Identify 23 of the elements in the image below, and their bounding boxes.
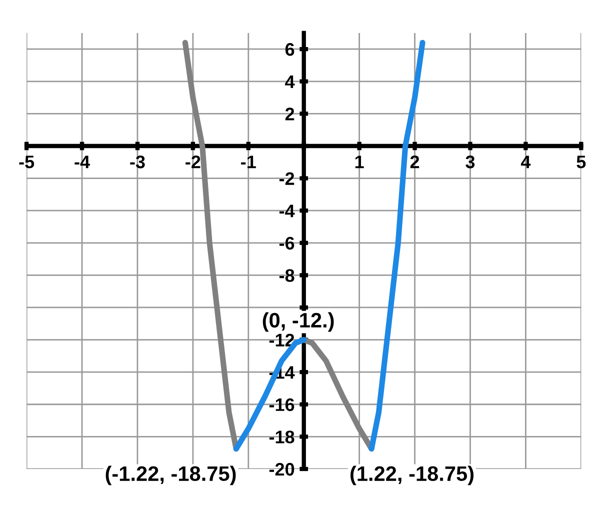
x-tick-label: 1	[355, 156, 364, 168]
x-tick-label: 4	[520, 156, 531, 168]
annotation: (-1.22, -18.75)	[106, 466, 236, 486]
x-tick-label: 2	[410, 156, 420, 168]
annotation: (0, -12.)	[262, 312, 334, 332]
x-tick-label: 5	[576, 156, 586, 168]
x-tick-label: 3	[466, 156, 475, 168]
x-tick-label: -2	[186, 156, 200, 168]
annotation: (1.22, -18.75)	[350, 466, 474, 486]
y-tick-label: -6	[279, 236, 294, 250]
x-tick-label: -1	[241, 156, 256, 168]
y-tick-label: -16	[269, 398, 294, 412]
y-tick-label: -18	[269, 430, 294, 444]
y-tick-label: -20	[269, 462, 294, 476]
x-tick-label: -4	[74, 156, 90, 168]
y-tick-label: 2	[285, 108, 294, 120]
y-tick-label: 6	[285, 43, 294, 56]
x-tick-label: -5	[19, 156, 34, 168]
y-tick-label: -8	[279, 269, 294, 282]
y-tick-label: -4	[279, 204, 295, 218]
y-tick-label: 4	[285, 76, 295, 88]
y-tick-label: -2	[279, 172, 294, 185]
x-tick-label: -3	[130, 156, 145, 168]
